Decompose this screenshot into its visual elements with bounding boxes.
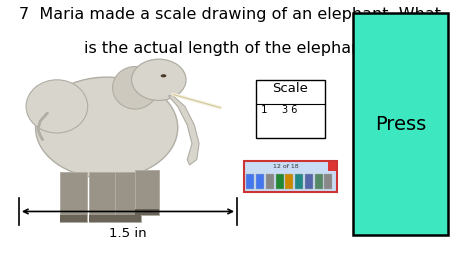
Bar [244, 161, 337, 173]
Bar [115, 172, 141, 222]
Bar [324, 174, 332, 189]
Bar [266, 174, 274, 189]
Bar [89, 215, 115, 222]
Text: 12 of 18: 12 of 18 [273, 164, 299, 169]
Bar [135, 209, 159, 215]
Text: 1.5 in: 1.5 in [109, 227, 147, 240]
Ellipse shape [161, 74, 166, 77]
Bar [61, 215, 86, 222]
Text: 1: 1 [261, 105, 267, 115]
Bar [295, 174, 303, 189]
Bar [89, 172, 115, 222]
Ellipse shape [36, 77, 178, 178]
Bar [61, 172, 86, 222]
Bar [276, 174, 283, 189]
Ellipse shape [26, 80, 88, 133]
Bar [256, 80, 325, 138]
Bar [256, 174, 264, 189]
Text: is the actual length of the elephant?: is the actual length of the elephant? [84, 41, 376, 56]
Polygon shape [168, 96, 199, 165]
Ellipse shape [132, 59, 186, 101]
Bar [315, 174, 322, 189]
Bar [246, 174, 255, 189]
Bar [305, 174, 313, 189]
Bar [244, 161, 337, 192]
Text: 3 6: 3 6 [282, 105, 297, 115]
Bar [328, 162, 336, 171]
Bar [135, 170, 159, 215]
Bar [285, 174, 293, 189]
Text: Press: Press [375, 115, 426, 134]
Ellipse shape [116, 72, 164, 125]
Text: Scale: Scale [273, 82, 308, 95]
Text: 7  Maria made a scale drawing of an elephant. What: 7 Maria made a scale drawing of an eleph… [19, 7, 441, 22]
Bar [115, 215, 141, 222]
Ellipse shape [112, 66, 157, 109]
Bar [353, 13, 448, 235]
